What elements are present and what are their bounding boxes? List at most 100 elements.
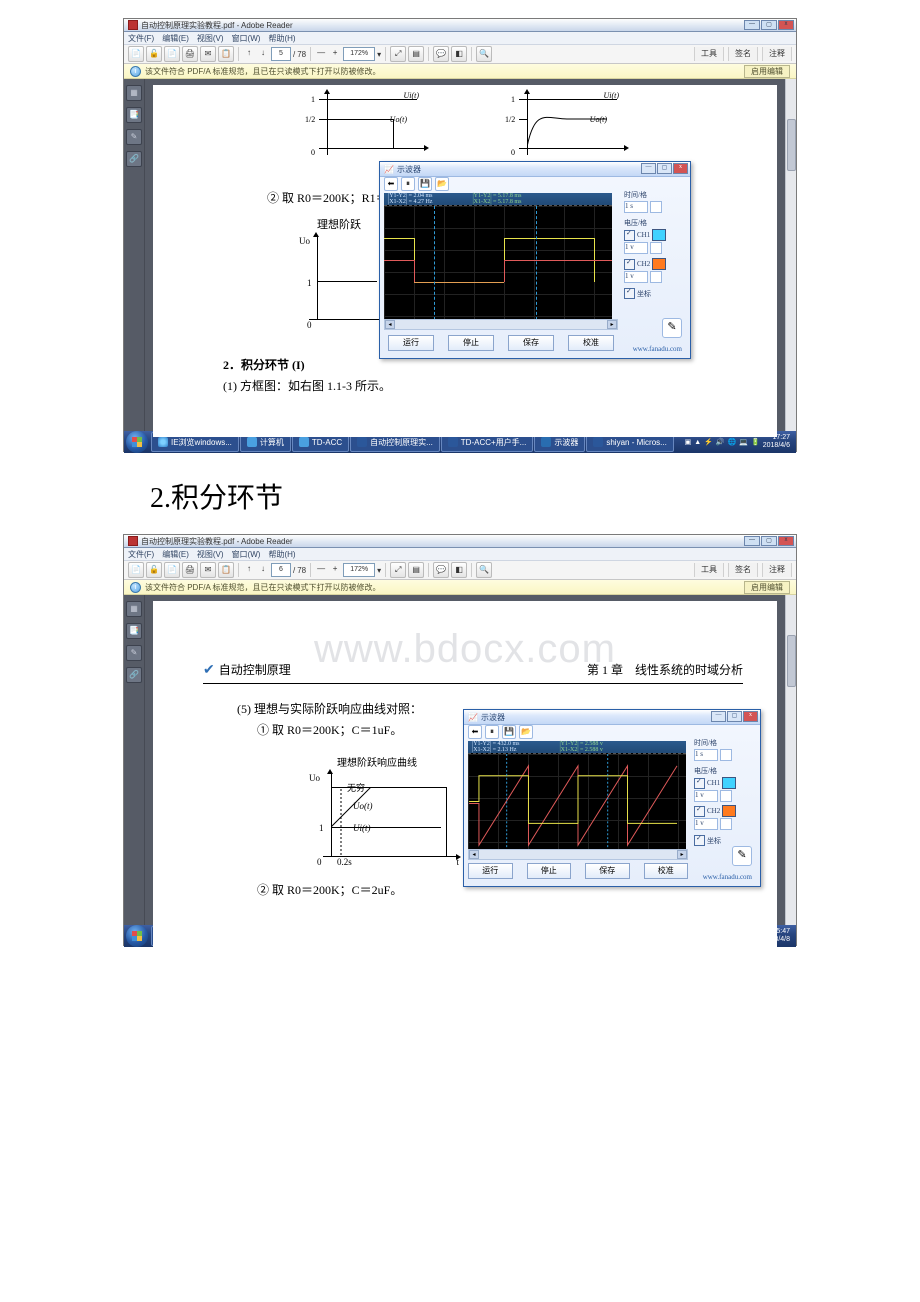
rail-sign-icon[interactable]: ✎ xyxy=(126,129,142,145)
time-value[interactable]: 1 s xyxy=(694,749,718,761)
find-icon[interactable]: 🔍 xyxy=(476,46,492,62)
vertical-scrollbar[interactable] xyxy=(785,79,796,431)
tools-pane-button[interactable]: 工具 xyxy=(694,47,724,61)
menu-view[interactable]: 视图(V) xyxy=(197,549,224,560)
osc-pencil-button[interactable]: ✎ xyxy=(732,846,752,866)
menu-window[interactable]: 窗口(W) xyxy=(232,549,261,560)
tb-save-icon[interactable]: 🔓 xyxy=(146,46,162,62)
osc-scroll[interactable]: ◂ ▸ xyxy=(468,849,688,860)
rail-attach-icon[interactable]: 🔗 xyxy=(126,151,142,167)
osc-min-button[interactable]: — xyxy=(711,711,726,722)
osc-tool-back-icon[interactable]: ⬅ xyxy=(468,725,482,739)
rail-sign-icon[interactable]: ✎ xyxy=(126,645,142,661)
menu-edit[interactable]: 编辑(E) xyxy=(162,33,189,44)
osc-stop-button[interactable]: 停止 xyxy=(448,335,494,351)
osc-tool-save-icon[interactable]: 💾 xyxy=(418,177,432,191)
page-number-input[interactable]: 5 xyxy=(271,47,291,61)
zoom-caret[interactable]: ▾ xyxy=(377,566,381,575)
menu-help[interactable]: 帮助(H) xyxy=(268,33,295,44)
cha-step[interactable] xyxy=(720,790,732,802)
zoom-input[interactable]: 172% xyxy=(343,563,375,577)
osc-cal-button[interactable]: 校准 xyxy=(568,335,614,351)
cha-check[interactable] xyxy=(694,778,705,789)
rail-thumb-icon[interactable]: ▦ xyxy=(126,601,142,617)
window-close-button[interactable]: x xyxy=(778,20,794,30)
comment-pane-button[interactable]: 注释 xyxy=(762,563,792,577)
page-up-button[interactable]: ↑ xyxy=(243,48,255,60)
osc-max-button[interactable]: ▢ xyxy=(727,711,742,722)
osc-tool-back-icon[interactable]: ⬅ xyxy=(384,177,398,191)
rail-attach-icon[interactable]: 🔗 xyxy=(126,667,142,683)
cha-value[interactable]: 1 v xyxy=(694,790,718,802)
osc-cal-button[interactable]: 校准 xyxy=(644,863,689,879)
zoom-in-button[interactable]: + xyxy=(329,564,341,576)
page-down-button[interactable]: ↓ xyxy=(257,48,269,60)
osc-stop-button[interactable]: 停止 xyxy=(527,863,572,879)
chb-value[interactable]: 1 v xyxy=(694,818,718,830)
highlight-icon[interactable]: ◧ xyxy=(451,46,467,62)
comment-pane-button[interactable]: 注释 xyxy=(762,47,792,61)
tray-icon[interactable]: ⚡ xyxy=(704,438,713,446)
osc-scroll-right[interactable]: ▸ xyxy=(677,850,687,859)
osc-min-button[interactable]: — xyxy=(641,163,656,174)
enable-edit-button[interactable]: 启用编辑 xyxy=(744,65,790,78)
chb-check[interactable] xyxy=(624,259,635,270)
zoom-in-button[interactable]: + xyxy=(329,48,341,60)
cha-check[interactable] xyxy=(624,230,635,241)
tb-file-icon[interactable]: 📄 xyxy=(164,562,180,578)
tb-print-icon[interactable]: 🖨 xyxy=(182,562,198,578)
menu-edit[interactable]: 编辑(E) xyxy=(162,549,189,560)
tray-icon[interactable]: 🔊 xyxy=(716,438,725,446)
window-min-button[interactable]: — xyxy=(744,20,760,30)
time-value[interactable]: 1 s xyxy=(624,201,648,213)
comment-icon[interactable]: 💬 xyxy=(433,562,449,578)
fit-icon[interactable]: ⤢ xyxy=(390,562,406,578)
highlight-icon[interactable]: ◧ xyxy=(451,562,467,578)
osc-scroll-right[interactable]: ▸ xyxy=(607,320,617,329)
osc-link[interactable]: www.fanadu.com xyxy=(703,873,752,881)
osc-scroll-left[interactable]: ◂ xyxy=(385,320,395,329)
sign-pane-button[interactable]: 签名 xyxy=(728,563,758,577)
time-step[interactable] xyxy=(650,201,662,213)
zoom-out-button[interactable]: — xyxy=(315,564,327,576)
osc-tool-save-icon[interactable]: 💾 xyxy=(502,725,516,739)
menu-file[interactable]: 文件(F) xyxy=(128,549,154,560)
cha-step[interactable] xyxy=(650,242,662,254)
sign-pane-button[interactable]: 签名 xyxy=(728,47,758,61)
vertical-scrollbar-2[interactable] xyxy=(785,595,796,925)
fit-icon[interactable]: ⤢ xyxy=(390,46,406,62)
window-max-button[interactable]: ▢ xyxy=(761,536,777,546)
osc-close-button[interactable]: x xyxy=(743,711,758,722)
chb-check[interactable] xyxy=(694,806,705,817)
pagefit-icon[interactable]: ▤ xyxy=(408,562,424,578)
osc-tool-pause-icon[interactable]: ⏸ xyxy=(401,177,415,191)
tray-icon[interactable]: ▲ xyxy=(694,439,701,446)
window-close-button[interactable]: x xyxy=(778,536,794,546)
chb-step[interactable] xyxy=(650,271,662,283)
page-up-button[interactable]: ↑ xyxy=(243,564,255,576)
menu-window[interactable]: 窗口(W) xyxy=(232,33,261,44)
osc-max-button[interactable]: ▢ xyxy=(657,163,672,174)
window-min-button[interactable]: — xyxy=(744,536,760,546)
osc-run-button[interactable]: 运行 xyxy=(388,335,434,351)
chb-value[interactable]: 1 v xyxy=(624,271,648,283)
menu-help[interactable]: 帮助(H) xyxy=(268,549,295,560)
tb-file-icon[interactable]: 📄 xyxy=(164,46,180,62)
chb-step[interactable] xyxy=(720,818,732,830)
osc-run-button[interactable]: 运行 xyxy=(468,863,513,879)
rail-thumb-icon[interactable]: ▦ xyxy=(126,85,142,101)
osc-scroll-left[interactable]: ◂ xyxy=(469,850,479,859)
tb-open-icon[interactable]: 📄 xyxy=(128,562,144,578)
tb-mail-icon[interactable]: ✉ xyxy=(200,562,216,578)
cha-value[interactable]: 1 v xyxy=(624,242,648,254)
zoom-caret[interactable]: ▾ xyxy=(377,50,381,59)
tools-pane-button[interactable]: 工具 xyxy=(694,563,724,577)
tray-icon[interactable]: 💻 xyxy=(739,438,748,446)
menu-view[interactable]: 视图(V) xyxy=(197,33,224,44)
tb-open-icon[interactable]: 📄 xyxy=(128,46,144,62)
start-button[interactable] xyxy=(126,431,148,453)
page-down-button[interactable]: ↓ xyxy=(257,564,269,576)
page-number-input[interactable]: 6 xyxy=(271,563,291,577)
osc-tool-open-icon[interactable]: 📂 xyxy=(435,177,449,191)
tb-print-icon[interactable]: 🖨 xyxy=(182,46,198,62)
